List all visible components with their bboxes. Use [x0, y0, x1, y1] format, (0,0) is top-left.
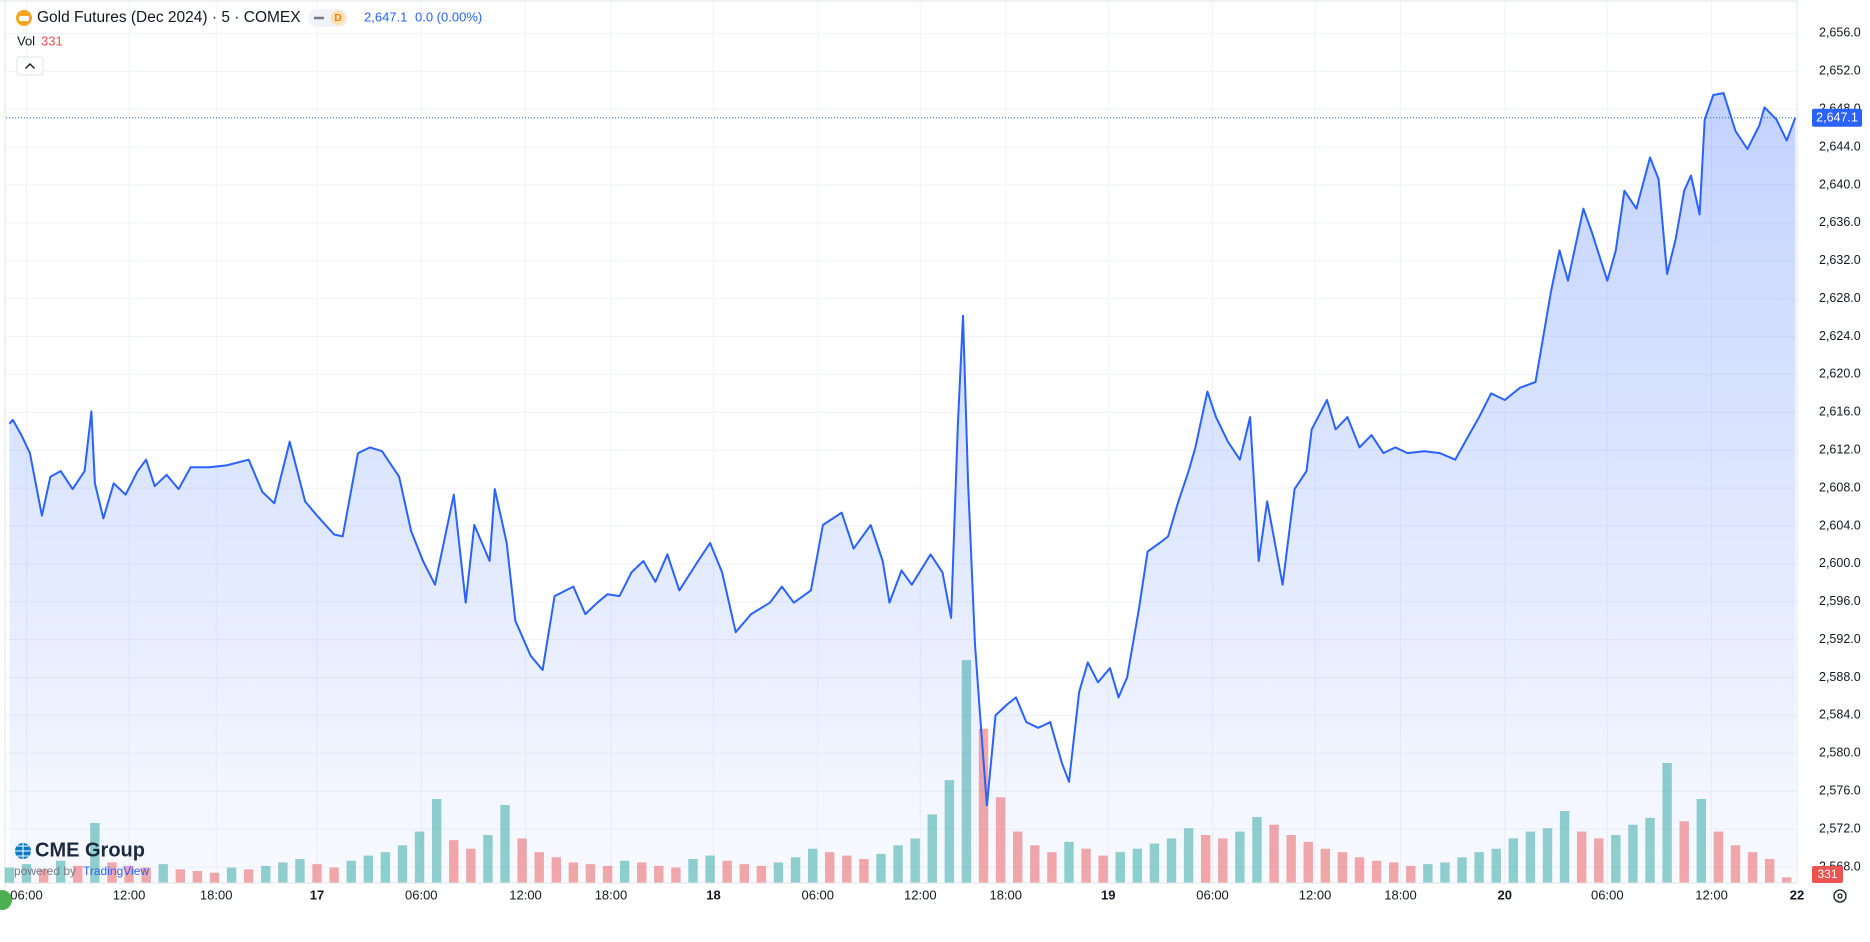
y-tick-label: 2,584.0 — [1819, 708, 1861, 722]
x-tick-label: 12:00 — [1695, 887, 1728, 902]
x-tick-label: 18:00 — [1384, 887, 1417, 902]
volume-label: Vol — [17, 33, 35, 48]
price-change: 0.0 (0.00%) — [415, 9, 482, 24]
x-tick-label: 18:00 — [595, 887, 628, 902]
powered-brand: TradingView — [83, 864, 149, 878]
x-tick-label: 12:00 — [509, 887, 542, 902]
y-tick-label: 2,596.0 — [1819, 594, 1861, 608]
x-tick-label: 22 — [1790, 887, 1804, 902]
x-tick-label: 12:00 — [1299, 887, 1332, 902]
y-tick-label: 2,616.0 — [1819, 405, 1861, 419]
symbol-icon-bar — [19, 16, 29, 21]
x-tick-label: 06:00 — [10, 887, 43, 902]
y-tick-label: 2,632.0 — [1819, 253, 1861, 267]
y-tick-label: 2,640.0 — [1819, 177, 1861, 191]
x-tick-label: 06:00 — [1591, 887, 1624, 902]
area — [9, 93, 1796, 884]
settings-button[interactable] — [1833, 889, 1847, 903]
x-tick-label: 18:00 — [200, 887, 233, 902]
y-tick-label: 2,600.0 — [1819, 556, 1861, 570]
collapse-icon[interactable] — [25, 63, 35, 69]
volume-value: 331 — [41, 33, 63, 48]
x-tick-label: 06:00 — [801, 887, 834, 902]
y-tick-label: 2,628.0 — [1819, 291, 1861, 305]
y-tick-label: 2,576.0 — [1819, 784, 1861, 798]
volume-tag-label: 331 — [1817, 867, 1837, 881]
x-tick-label: 12:00 — [904, 887, 937, 902]
x-tick-label: 06:00 — [1196, 887, 1229, 902]
last-price: 2,647.1 — [364, 9, 407, 24]
axes: 2,568.02,572.02,576.02,580.02,584.02,588… — [10, 26, 1862, 902]
x-tick-label: 18 — [706, 887, 720, 902]
y-tick-label: 2,624.0 — [1819, 329, 1861, 343]
y-tick-label: 2,592.0 — [1819, 632, 1861, 646]
last-price-tag-label: 2,647.1 — [1816, 111, 1858, 125]
x-tick-label: 06:00 — [405, 887, 438, 902]
y-tick-label: 2,636.0 — [1819, 215, 1861, 229]
y-tick-label: 2,656.0 — [1819, 26, 1861, 40]
symbol-title: Gold Futures (Dec 2024) · 5 · COMEX — [37, 9, 301, 26]
y-tick-label: 2,608.0 — [1819, 480, 1861, 494]
collapse-button[interactable] — [16, 56, 44, 76]
powered-by: powered by — [14, 864, 76, 878]
y-tick-label: 2,652.0 — [1819, 64, 1861, 78]
volume-tag — [1812, 866, 1843, 883]
x-tick-label: 18:00 — [989, 887, 1022, 902]
y-tick-label: 2,572.0 — [1819, 821, 1861, 835]
y-tick-label: 2,620.0 — [1819, 367, 1861, 381]
cme-logo-globe-lines — [15, 843, 31, 859]
y-tick-label: 2,588.0 — [1819, 670, 1861, 684]
x-tick-label: 12:00 — [113, 887, 146, 902]
settings-icon[interactable] — [1837, 893, 1843, 899]
y-tick-label: 2,580.0 — [1819, 746, 1861, 760]
price-line — [8, 92, 1797, 807]
x-tick-label: 17 — [310, 887, 324, 902]
cme-logo: CME Group — [35, 839, 145, 861]
last-price-tag — [1812, 108, 1862, 127]
status-dot — [330, 10, 346, 26]
x-tick-label: 20 — [1498, 887, 1512, 902]
price-axis-panel — [1797, 0, 1870, 906]
x-tick-label: 19 — [1101, 887, 1115, 902]
status-badge-label: D — [334, 13, 341, 24]
y-tick-label: 2,612.0 — [1819, 443, 1861, 457]
y-tick-label: 2,644.0 — [1819, 139, 1861, 153]
corner-badge — [0, 890, 12, 910]
plot — [6, 92, 1797, 884]
y-tick-label: 2,604.0 — [1819, 518, 1861, 532]
